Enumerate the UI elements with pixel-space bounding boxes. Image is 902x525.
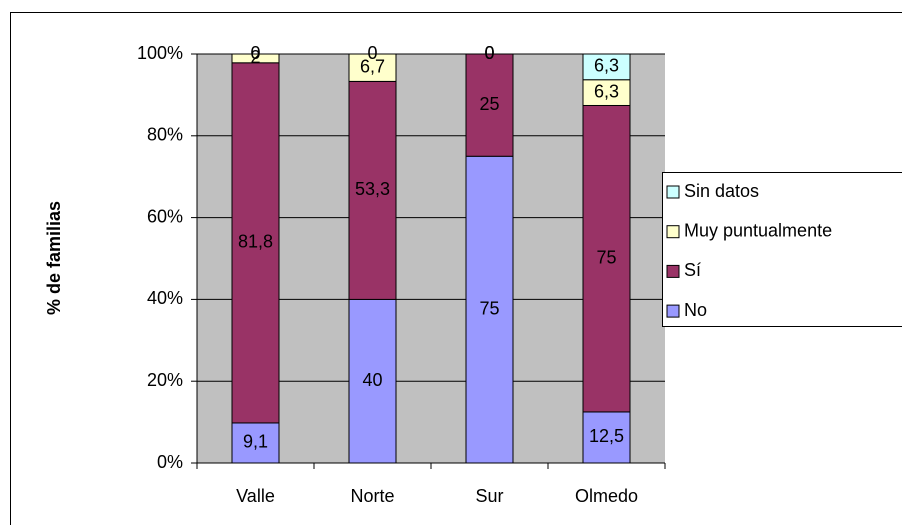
bar-segment: [348, 53, 397, 82]
y-tick-label: 100%: [137, 43, 183, 63]
bar-segment: [582, 79, 631, 106]
y-tick-label: 0%: [157, 452, 183, 472]
data-label: 6,3: [594, 56, 619, 76]
bar-segment: [231, 53, 280, 64]
legend-label: No: [684, 300, 707, 320]
bar-segment: [231, 422, 280, 464]
data-label: 0: [484, 43, 494, 63]
data-label: 0: [367, 43, 377, 63]
legend-label: Sí: [684, 260, 701, 280]
y-tick-label: 20%: [147, 370, 183, 390]
data-label: 6,7: [360, 56, 385, 76]
data-label: 2: [250, 47, 260, 67]
y-tick-label: 40%: [147, 288, 183, 308]
y-tick-label: 60%: [147, 206, 183, 226]
data-label: 0: [250, 43, 260, 63]
legend-swatch: [666, 225, 680, 239]
data-label: 12,5: [589, 426, 624, 446]
bar-segment: [582, 411, 631, 464]
bar-segment: [465, 53, 514, 157]
legend-label: Sin datos: [684, 181, 759, 201]
legend-swatch: [666, 264, 680, 278]
legend-label: Muy puntualmente: [684, 220, 832, 240]
legend-swatch: [666, 304, 680, 318]
bar-segment: [582, 53, 631, 81]
x-tick-label: Sur: [475, 486, 503, 506]
bar-segment: [348, 80, 397, 300]
data-label: 40: [362, 370, 382, 390]
y-axis-label: % de familias: [44, 201, 64, 315]
data-label: 6,3: [594, 81, 619, 101]
data-label: 81,8: [238, 232, 273, 252]
data-label: 75: [596, 247, 616, 267]
data-label: 0: [484, 43, 494, 63]
y-tick-label: 80%: [147, 125, 183, 145]
legend-box: [662, 172, 902, 327]
bar-segment: [465, 155, 514, 464]
data-label: 9,1: [243, 432, 268, 452]
data-label: 25: [479, 94, 499, 114]
data-label: 53,3: [355, 179, 390, 199]
x-tick-label: Valle: [236, 486, 275, 506]
bar-segment: [582, 104, 631, 413]
x-tick-label: Olmedo: [575, 486, 638, 506]
bar-segment: [231, 62, 280, 424]
bar-segment: [348, 298, 397, 464]
x-tick-label: Norte: [350, 486, 394, 506]
legend-swatch: [666, 185, 680, 199]
data-label: 75: [479, 298, 499, 318]
